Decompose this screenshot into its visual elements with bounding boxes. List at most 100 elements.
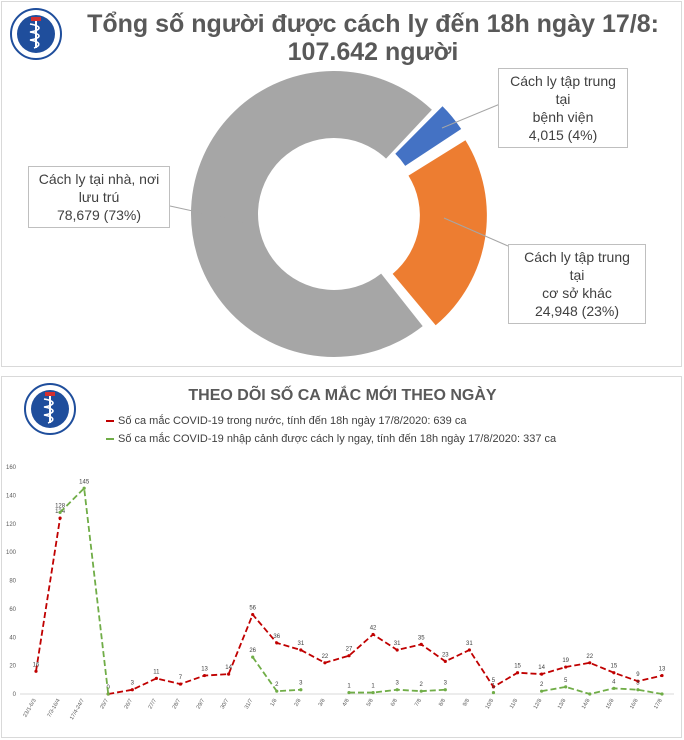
- series-imported-point: [371, 690, 375, 695]
- series-domestic-point: [154, 676, 158, 680]
- series-domestic-point: [130, 688, 134, 692]
- x-tick-label: 23/1-6/3: [22, 698, 37, 718]
- series-imported-data-label: 145: [79, 479, 90, 485]
- x-tick-label: 31/7: [244, 698, 255, 710]
- legend-imported: Số ca mắc COVID-19 nhập cảnh được cách l…: [106, 433, 556, 445]
- series-domestic-point: [660, 673, 664, 678]
- series-domestic-point: [467, 648, 471, 652]
- series-imported-data-label: 1: [371, 684, 375, 690]
- x-tick-label: 1/8: [269, 698, 278, 708]
- series-imported-data-label: 1: [492, 684, 496, 690]
- callout-home-line2: lưu trú: [78, 189, 120, 205]
- x-tick-label: 11/8: [509, 698, 519, 710]
- series-imported-point: [58, 510, 62, 514]
- series-domestic-point: [612, 671, 616, 675]
- series-domestic-data-label: 31: [394, 641, 401, 647]
- series-domestic-data-label: 13: [659, 667, 666, 673]
- page-subtitle: 107.642 người: [287, 38, 459, 66]
- series-imported-line: [59, 486, 110, 695]
- legend-domestic-label: Số ca mắc COVID-19 trong nước, tính đến …: [118, 415, 467, 427]
- x-tick-label: 3/8: [318, 698, 327, 708]
- series-domestic-data-label: 22: [322, 654, 329, 660]
- series-domestic-point: [323, 661, 327, 665]
- ministry-logo-icon: [10, 8, 62, 60]
- series-domestic-line: [35, 517, 61, 672]
- series-imported-data-label: 5: [564, 678, 568, 684]
- callout-hospital-line2: bệnh viện: [532, 109, 594, 125]
- series-imported-data-label: 128: [55, 503, 66, 509]
- series-imported-line: [541, 685, 663, 695]
- callout-home-line1: Cách ly tại nhà, nơi: [38, 171, 160, 187]
- legend-domestic: Số ca mắc COVID-19 trong nước, tính đến …: [106, 415, 466, 427]
- y-tick-label: 40: [9, 635, 16, 641]
- series-domestic-data-label: 13: [201, 667, 208, 673]
- series-imported-data-label: 26: [249, 648, 256, 654]
- series-imported-data-label: 3: [636, 681, 640, 687]
- y-tick-label: 100: [6, 550, 17, 556]
- series-domestic-point: [515, 671, 520, 675]
- x-tick-label: 6/8: [390, 698, 399, 708]
- series-domestic-data-label: 3: [131, 681, 135, 687]
- series-domestic-data-label: 5: [492, 678, 496, 684]
- series-domestic-data-label: 19: [562, 658, 569, 664]
- x-tick-label: 25/7: [99, 698, 110, 710]
- series-domestic-point: [371, 632, 375, 637]
- series-domestic-point: [443, 659, 447, 663]
- series-domestic-point: [588, 661, 592, 665]
- series-imported-data-label: 3: [444, 681, 448, 687]
- series-imported-point: [106, 692, 110, 696]
- series-domestic-data-label: 14: [538, 665, 545, 671]
- series-domestic-data-label: 31: [298, 641, 305, 647]
- daily-cases-panel: THEO DÕI SỐ CA MẮC MỚI THEO NGÀY Số ca m…: [1, 376, 682, 738]
- series-imported-point: [82, 486, 86, 490]
- series-imported-point: [395, 688, 399, 692]
- series-imported-point: [540, 689, 544, 693]
- series-imported-point: [612, 686, 616, 690]
- ministry-logo-icon: [24, 383, 76, 435]
- series-domestic-data-label: 56: [249, 606, 256, 612]
- x-tick-label: 26/7: [123, 698, 134, 710]
- series-domestic-point: [636, 679, 640, 683]
- x-tick-label: 2/8: [294, 698, 303, 708]
- donut-chart: [169, 70, 509, 357]
- series-domestic-data-label: 9: [636, 672, 640, 678]
- callout-hospital: Cách ly tập trung tại bệnh viện 4,015 (4…: [498, 68, 628, 148]
- leader-line-home: [169, 205, 253, 225]
- series-imported-data-label: 4: [612, 679, 616, 685]
- leader-line-hospital: [441, 103, 501, 129]
- callout-other-line2: cơ sở khác: [542, 285, 612, 301]
- series-domestic-point: [178, 682, 183, 686]
- callout-other-line1: Cách ly tập trung tại: [524, 249, 630, 283]
- y-tick-label: 140: [6, 493, 17, 499]
- series-domestic-point: [58, 516, 62, 520]
- series-imported-point: [491, 690, 496, 695]
- chart-title: THEO DÕI SỐ CA MẮC MỚI THEO NGÀY: [188, 387, 497, 404]
- callout-home-value: 78,679 (73%): [56, 207, 142, 223]
- series-imported-point: [251, 655, 255, 659]
- donut-slice-other: [392, 140, 487, 326]
- page-title: Tổng số người được cách ly đến 18h ngày …: [87, 10, 659, 38]
- series-imported-data-label: 2: [420, 682, 424, 688]
- series-imported-point: [564, 685, 568, 689]
- series-domestic-point: [564, 665, 568, 669]
- series-domestic-point: [251, 612, 255, 617]
- series-imported-data-label: 2: [275, 682, 279, 688]
- y-tick-label: 20: [9, 664, 16, 670]
- x-tick-label: 30/7: [220, 698, 231, 710]
- series-domestic-data-label: 16: [33, 662, 40, 668]
- series-domestic-point: [275, 641, 279, 645]
- y-tick-label: 120: [6, 522, 17, 528]
- series-imported-data-label: 3: [299, 681, 303, 687]
- series-imported-point: [275, 689, 279, 693]
- series-domestic-data-label: 22: [586, 654, 593, 660]
- series-domestic-data-label: 23: [442, 652, 449, 658]
- series-imported-point: [636, 688, 640, 692]
- x-tick-label: 27/7: [148, 698, 159, 710]
- series-domestic-point: [202, 673, 207, 678]
- x-tick-label: 28/7: [172, 698, 183, 710]
- series-imported-point: [660, 692, 664, 696]
- series-domestic-data-label: 35: [418, 635, 425, 641]
- series-domestic-point: [491, 685, 496, 689]
- series-imported-point: [347, 690, 351, 695]
